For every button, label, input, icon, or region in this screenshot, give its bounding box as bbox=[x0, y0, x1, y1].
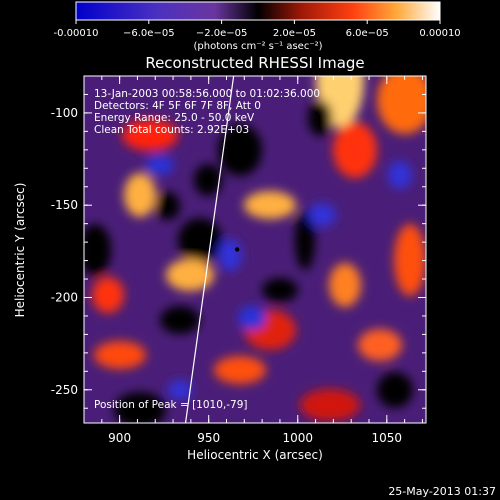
heatmap-blob bbox=[300, 389, 360, 421]
heatmap-blob bbox=[124, 173, 156, 217]
peak-position-label: Position of Peak = [1010,-79] bbox=[94, 399, 248, 411]
peak-marker bbox=[234, 247, 240, 252]
heatmap-blob bbox=[178, 218, 222, 262]
heatmap-blob bbox=[84, 224, 111, 276]
heatmap-blob bbox=[238, 306, 266, 330]
colorbar-tick-label: 0.00010 bbox=[419, 28, 460, 39]
heatmap-blob bbox=[92, 277, 124, 313]
plot-frame bbox=[83, 75, 427, 424]
x-tick-label: 1050 bbox=[372, 431, 403, 445]
heatmap-blob bbox=[377, 372, 413, 408]
heatmap-blob bbox=[329, 263, 361, 307]
peak-marker-dot bbox=[234, 247, 240, 252]
annotation-block: 13-Jan-2003 00:58:56.000 to 01:02:36.000… bbox=[94, 88, 320, 136]
heatmap-blob bbox=[122, 119, 178, 151]
x-tick-label: 950 bbox=[197, 431, 220, 445]
annotation-counts: Clean Total counts: 2.92E+03 bbox=[94, 124, 249, 136]
footer-timestamp: 25-May-2013 01:37 bbox=[388, 485, 496, 498]
heatmap-image bbox=[84, 76, 426, 423]
heatmap-blob bbox=[218, 124, 262, 176]
heatmap-blob bbox=[394, 224, 426, 296]
y-tick-label: -100 bbox=[51, 106, 78, 120]
heatmap-blob bbox=[168, 380, 192, 400]
heatmap-blob bbox=[262, 278, 298, 302]
colorbar-tick-label: 2.0e−05 bbox=[273, 28, 316, 39]
colorbar-tick-label: 6.0e−05 bbox=[346, 28, 389, 39]
y-tick-label: -150 bbox=[51, 198, 78, 212]
x-tick-label: 900 bbox=[108, 431, 131, 445]
heatmap-blob bbox=[244, 191, 296, 219]
colorbar-ticks: -0.00010 −6.0e−05 −2.0e−05 2.0e−05 6.0e−05 0.… bbox=[54, 20, 461, 39]
annotation-time: 13-Jan-2003 00:58:56.000 to 01:02:36.000 bbox=[94, 88, 320, 100]
x-tick-label: 1000 bbox=[282, 431, 313, 445]
heatmap-blob bbox=[308, 203, 336, 227]
annotation-energy: Energy Range: 25.0 - 50.0 keV bbox=[94, 112, 255, 124]
x-axis-label: Heliocentric X (arcsec) bbox=[187, 448, 323, 462]
heatmap-blob bbox=[146, 155, 174, 175]
x-axis: 900 950 1000 1050 bbox=[83, 76, 423, 445]
y-axis: -100 -150 -200 -250 bbox=[51, 75, 426, 409]
colorbar bbox=[75, 1, 441, 21]
heatmap-blob bbox=[160, 306, 200, 334]
chart-title: Reconstructed RHESSI Image bbox=[145, 54, 364, 72]
heatmap-blob bbox=[218, 239, 242, 271]
y-tick-label: -200 bbox=[51, 290, 78, 304]
heatmap-blob bbox=[194, 164, 222, 196]
colorbar-tick-label: -0.00010 bbox=[54, 28, 99, 39]
heatmap-blob bbox=[166, 259, 214, 291]
y-tick-label: -250 bbox=[51, 383, 78, 397]
heatmap-blob bbox=[295, 210, 315, 270]
heatmap-blob bbox=[114, 392, 166, 423]
colorbar-tick-label: −2.0e−05 bbox=[196, 28, 248, 39]
heatmap-blob bbox=[94, 341, 146, 369]
colorbar-tick-label: −6.0e−05 bbox=[123, 28, 175, 39]
annotation-detectors: Detectors: 4F 5F 6F 7F 8F, Att 0 bbox=[94, 100, 261, 112]
heatmap-blob bbox=[156, 192, 180, 220]
heatmap-blob bbox=[308, 100, 332, 136]
heatmap-blob bbox=[377, 76, 426, 134]
colorbar-units: (photons cm⁻² s⁻¹ asec⁻²) bbox=[193, 41, 322, 52]
heatmap-blob bbox=[358, 329, 402, 361]
solar-limb-line bbox=[184, 75, 235, 424]
y-axis-label: Heliocentric Y (arcsec) bbox=[13, 183, 27, 318]
heatmap-blob bbox=[214, 356, 266, 384]
heatmap-blob bbox=[333, 122, 377, 178]
heatmap-blob bbox=[388, 161, 412, 189]
